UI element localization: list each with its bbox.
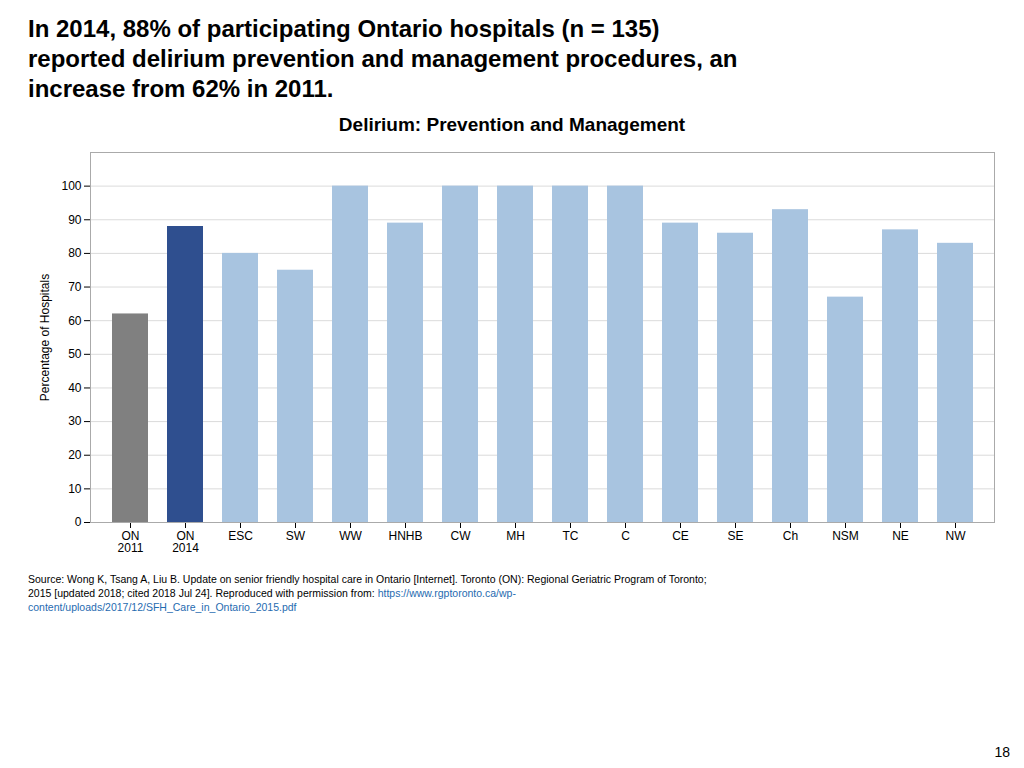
svg-text:CW: CW	[451, 529, 472, 543]
html-text:In 2014, 88% of participating: In 2014, 88% of participating Ontario ho…	[28, 15, 660, 42]
svg-text:100: 100	[61, 179, 81, 193]
svg-text:C: C	[621, 529, 630, 543]
html-text:content/uploads/2017/12/SFH_Ca: content/uploads/2017/12/SFH_Care_in_Onta…	[28, 601, 297, 613]
svg-text:90: 90	[68, 213, 82, 227]
html-text:reported delirium prevention a: reported delirium prevention and managem…	[28, 45, 738, 72]
svg-text:WW: WW	[339, 529, 362, 543]
html-text:18: 18	[994, 744, 1010, 760]
svg-text:SW: SW	[286, 529, 306, 543]
svg-text:CE: CE	[672, 529, 689, 543]
svg-text:TC: TC	[563, 529, 579, 543]
svg-text:50: 50	[68, 347, 82, 361]
html-text:Source: Wong K, Tsang A, Liu B: Source: Wong K, Tsang A, Liu B. Update o…	[28, 573, 707, 585]
svg-text:0: 0	[75, 515, 82, 529]
svg-text:Percentage of Hospitals: Percentage of Hospitals	[38, 274, 52, 401]
svg-text:ESC: ESC	[228, 529, 253, 543]
html-text:Delirium: Prevention and Manag: Delirium: Prevention and Management	[338, 114, 686, 135]
svg-text:10: 10	[68, 482, 82, 496]
svg-text:NE: NE	[892, 529, 909, 543]
svg-text:ON2014: ON2014	[172, 529, 199, 555]
svg-text:NSM: NSM	[832, 529, 859, 543]
svg-text:40: 40	[68, 381, 82, 395]
svg-text:MH: MH	[506, 529, 525, 543]
svg-text:30: 30	[68, 414, 82, 428]
html-text:increase from 62% in 2011.: increase from 62% in 2011.	[28, 75, 334, 102]
svg-text:60: 60	[68, 314, 82, 328]
svg-text:20: 20	[68, 448, 82, 462]
svg-text:80: 80	[68, 246, 82, 260]
svg-text:ON2011: ON2011	[118, 529, 144, 555]
svg-text:Ch: Ch	[783, 529, 798, 543]
svg-text:NW: NW	[946, 529, 967, 543]
svg-text:HNHB: HNHB	[388, 529, 422, 543]
html-text:2015 [updated 2018; cited 2018: 2015 [updated 2018; cited 2018 Jul 24]. …	[28, 587, 516, 599]
svg-text:SE: SE	[727, 529, 743, 543]
svg-text:70: 70	[68, 280, 82, 294]
